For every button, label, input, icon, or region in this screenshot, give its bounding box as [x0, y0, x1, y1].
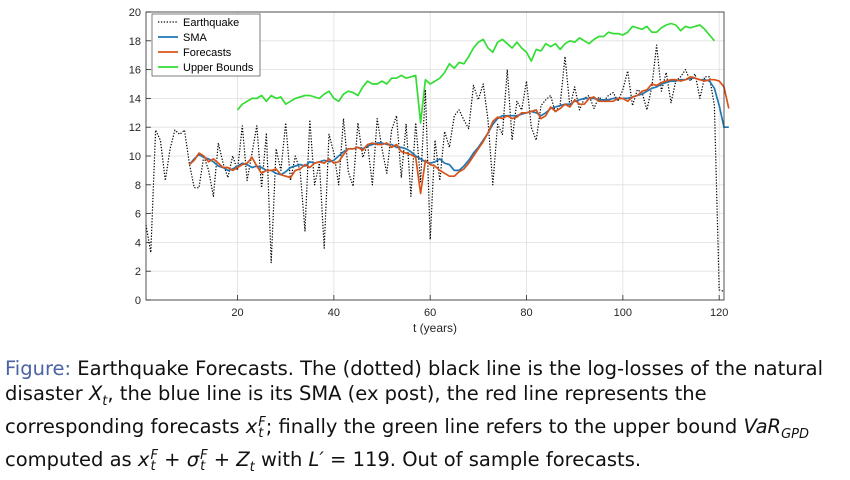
y-tick-label: 10 [129, 151, 141, 163]
legend-label: Forecasts [183, 47, 232, 59]
y-tick-label: 2 [135, 266, 141, 278]
caption-text-6: = 119. Out of sample forecasts. [323, 447, 642, 471]
series-lines [145, 22, 730, 292]
math-x-base: X [88, 382, 103, 405]
math-xf-base: x [245, 414, 258, 438]
formula-plus-2: + [207, 447, 237, 471]
caption-math-var: VaRGPD [743, 414, 810, 442]
math-x-sub: t [102, 393, 108, 409]
caption-math-xt: Xt [88, 382, 107, 409]
figure-caption: Figure: Earthquake Forecasts. The (dotte… [5, 356, 847, 480]
caption-text-1: Earthquake Forecasts. The (dotted) black… [5, 357, 824, 405]
x-tick-label: 120 [710, 307, 728, 319]
x-tick-label: 80 [520, 307, 532, 319]
formula-z-base: Z [236, 447, 250, 471]
y-tick-label: 8 [135, 180, 141, 192]
math-xf-sup: F [258, 414, 266, 430]
x-tick-label: 40 [328, 307, 340, 319]
math-var-base: VaR [743, 414, 782, 438]
formula-sigma-base: σ [186, 447, 200, 471]
x-axis-label: t (years) [413, 321, 457, 335]
caption-lead: Figure: [5, 357, 72, 380]
series-line-forecasts [188, 75, 730, 195]
y-tick-label: 4 [135, 237, 141, 249]
caption-text-3: ; finally the green line refers to the u… [265, 414, 744, 438]
math-xf-sub: t [258, 425, 264, 441]
legend-label: Earthquake [183, 17, 239, 29]
y-tick-label: 16 [129, 65, 141, 77]
x-tick-label: 60 [424, 307, 436, 319]
caption-text-5: with [254, 447, 309, 471]
legend-label: SMA [183, 32, 208, 44]
y-tick-label: 20 [129, 7, 141, 19]
formula-plus-1: + [157, 447, 187, 471]
line-chart: 0 2 4 6 8 10 12 14 16 18 20 20 40 60 80 100 120 t (years… [129, 7, 730, 335]
legend: Earthquake SMA Forecasts Upper Bounds [151, 13, 261, 77]
caption-text-2: , the blue line is its SMA (ex post), th… [5, 382, 707, 438]
formula-sigma-sup: F [200, 447, 208, 463]
legend-label: Upper Bounds [183, 62, 254, 74]
formula-x-base: x [137, 447, 150, 471]
y-tick-label: 0 [135, 295, 141, 307]
y-tick-label: 12 [129, 122, 141, 134]
axis-ticks: 0 2 4 6 8 10 12 14 16 18 20 20 40 60 80 100 120 [129, 7, 729, 319]
series-line-upper-bounds [236, 22, 716, 124]
x-tick-label: 100 [614, 307, 632, 319]
caption-math-lprime: L′ [308, 447, 324, 471]
y-tick-label: 14 [129, 93, 141, 105]
series-line-earthquake [145, 44, 725, 292]
math-var-sub: GPD [781, 426, 810, 442]
legend-box [151, 13, 261, 77]
caption-text-4: computed as [5, 447, 138, 471]
y-tick-label: 6 [135, 209, 141, 221]
formula-x-sup: F [150, 447, 158, 463]
x-tick-label: 20 [231, 307, 243, 319]
y-tick-label: 18 [129, 36, 141, 48]
